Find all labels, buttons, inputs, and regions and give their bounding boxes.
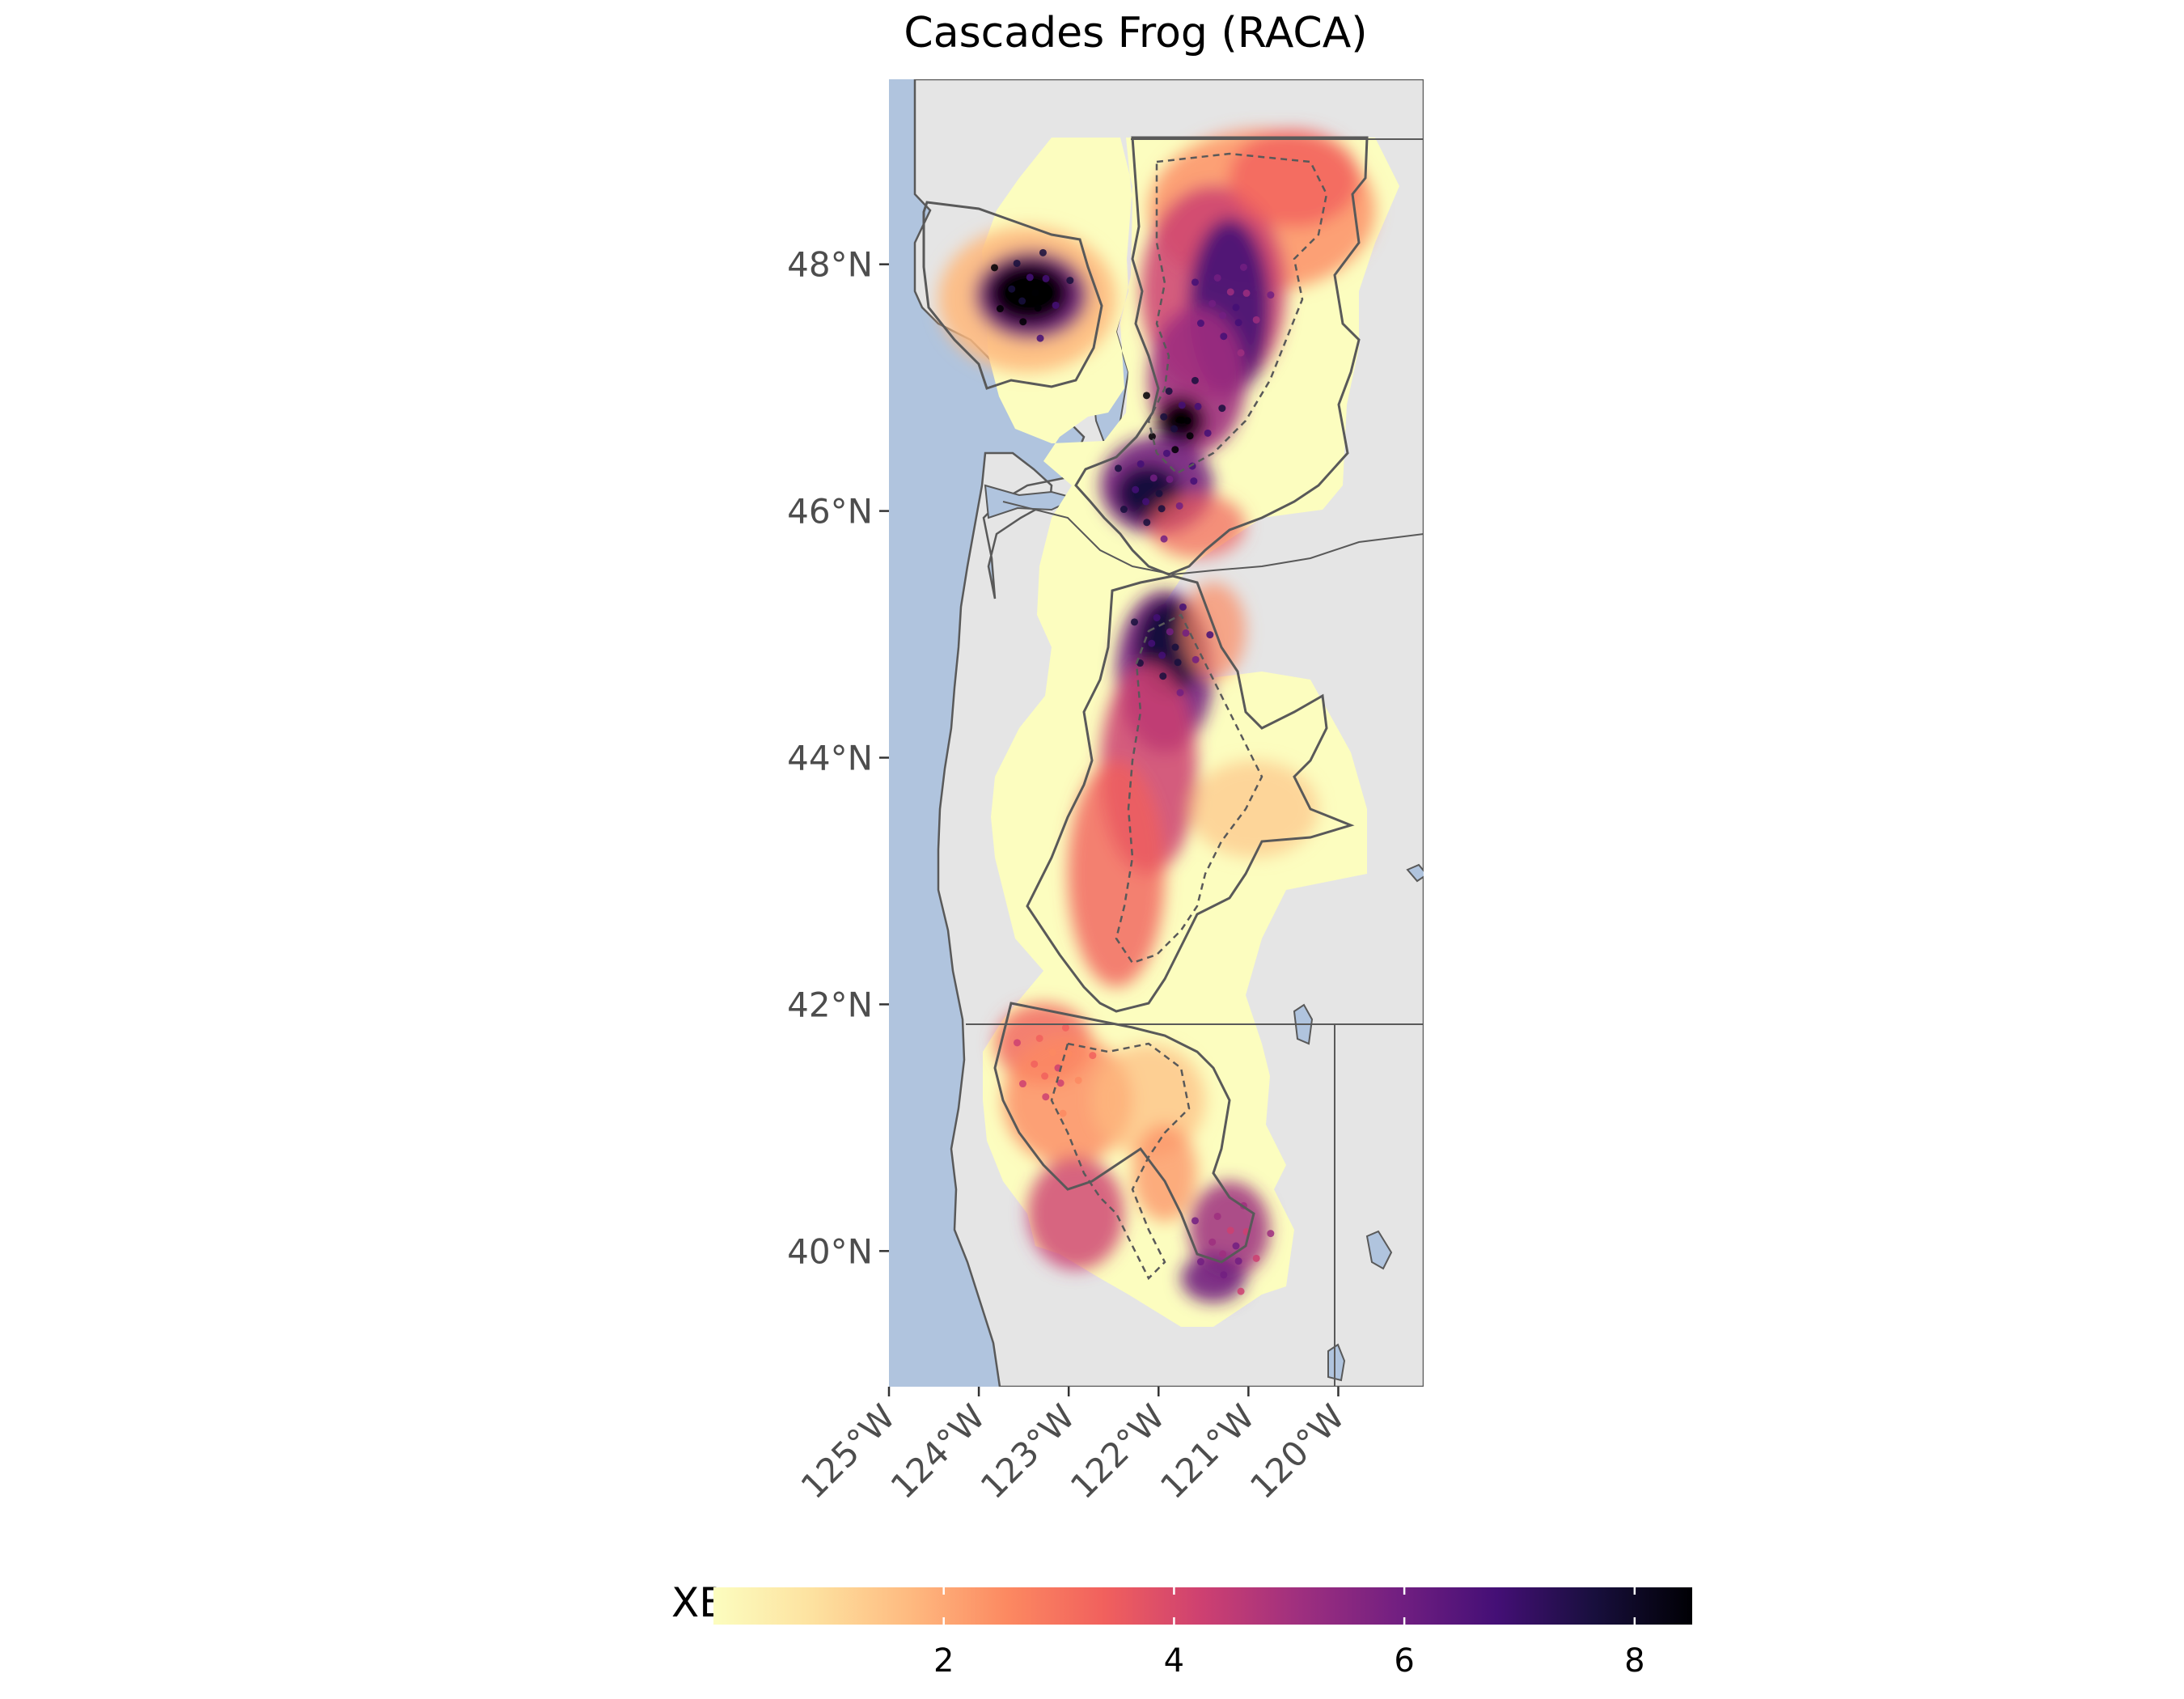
y-tick-label: 46°N [787,492,873,532]
x-tick-label: 124°W [883,1396,993,1506]
lake-harney [1406,863,1424,883]
political-borders [966,138,1424,1387]
legend-tick-label: 8 [1624,1642,1644,1680]
legend-colorbar [713,1587,1692,1625]
range-outline-north-cascades-inner [1147,152,1328,475]
map-title: Cascades Frog (RACA) [904,9,1367,57]
x-tick-label: 125°W [794,1396,904,1506]
range-outline-oregon-inner [1115,613,1263,964]
legend-tick-label: 2 [933,1642,954,1680]
y-tick-label: 48°N [787,245,873,285]
range-outline-klamath-inner [1050,1042,1191,1281]
border-washington-oregon [1002,501,1424,576]
x-tick-label: 121°W [1153,1396,1263,1506]
y-tick-label: 40°N [787,1231,873,1271]
x-tick-label: 123°W [973,1396,1083,1506]
lake-tahoe [1327,1343,1346,1382]
range-outline-olympic [922,201,1103,390]
range-outline-oregon [1026,574,1355,1013]
abundance-heatmap [938,129,1399,1327]
y-tick-label: 42°N [787,985,873,1024]
legend-tick-label: 6 [1394,1642,1414,1680]
x-tick-label: 122°W [1063,1396,1173,1506]
range-outline-klamath [993,1002,1255,1264]
map-panel [889,79,1424,1387]
latitude-axis: 48°N 46°N 44°N 42°N 40°N [787,245,889,1271]
lake-pyramid [1365,1230,1393,1270]
range-outlines [922,136,1369,1281]
y-tick-label: 44°N [787,738,873,777]
x-tick-label: 120°W [1242,1396,1352,1506]
legend-tick-label: 4 [1164,1642,1184,1680]
